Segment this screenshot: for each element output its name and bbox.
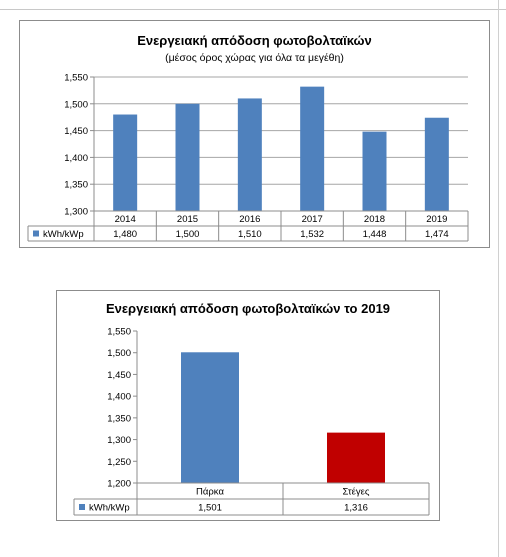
y-tick-label: 1,400 (107, 392, 131, 403)
chart-2019-yield: Ενεργειακή απόδοση φωτοβολταϊκών το 2019… (56, 290, 440, 521)
x-category-label: Στέγες (343, 487, 370, 498)
chart-plot: 1,200 1,250 1,300 1,350 1,400 1,450 1,500 1,550… (73, 327, 430, 516)
legend-swatch (33, 230, 39, 237)
y-tick-label: 1,200 (107, 479, 131, 490)
bar (424, 117, 449, 211)
bar (181, 352, 239, 483)
data-table-value: 1,510 (238, 229, 262, 240)
data-table-value: 1,316 (344, 503, 368, 514)
y-tick-label: 1,350 (64, 180, 88, 191)
data-table-value: 1,500 (176, 229, 200, 240)
bar (113, 114, 138, 211)
chart-title: Ενεργειακή απόδοση φωτοβολταϊκών το 2019 (105, 301, 391, 316)
bar (300, 86, 325, 211)
data-table-value: 1,480 (113, 229, 137, 240)
data-table-value: 1,501 (198, 503, 222, 514)
y-tick-label: 1,250 (107, 457, 131, 468)
page-divider (0, 9, 506, 10)
data-table-value: 1,532 (300, 229, 324, 240)
chart-title: Ενεργειακή απόδοση φωτοβολταϊκών (137, 33, 372, 48)
y-tick-label: 1,350 (107, 413, 131, 424)
chart-annual-yield: Ενεργειακή απόδοση φωτοβολταϊκών (μέσος … (19, 20, 490, 248)
page-edge-line (498, 0, 499, 557)
y-tick-label: 1,550 (64, 73, 88, 84)
legend-series-name: kWh/kWp (43, 229, 84, 240)
x-category-label: 2015 (177, 214, 198, 225)
y-tick-label: 1,450 (107, 370, 131, 381)
x-category-label: 2019 (426, 214, 447, 225)
data-table-value: 1,448 (363, 229, 387, 240)
y-tick-label: 1,300 (107, 435, 131, 446)
bar (175, 103, 200, 211)
chart-subtitle: (μέσος όρος χώρας για όλα τα μεγέθη) (165, 52, 344, 64)
x-category-label: 2018 (364, 214, 385, 225)
y-tick-label: 1,400 (64, 153, 88, 164)
bar (327, 432, 385, 483)
legend-series-name: kWh/kWp (89, 503, 130, 514)
y-tick-label: 1,500 (64, 99, 88, 110)
x-category-label: Πάρκα (196, 487, 224, 498)
x-category-label: 2014 (115, 214, 136, 225)
bar (237, 98, 262, 211)
y-tick-label: 1,500 (107, 348, 131, 359)
data-table-value: 1,474 (425, 229, 449, 240)
y-tick-label: 1,450 (64, 126, 88, 137)
bar (362, 131, 387, 211)
legend-swatch (79, 504, 85, 510)
y-tick-label: 1,300 (64, 207, 88, 218)
chart-plot: 1,300 1,350 1,400 1,450 1,500 1,550 2014 1,480 2… (27, 73, 469, 242)
x-category-label: 2017 (302, 214, 323, 225)
y-tick-label: 1,550 (107, 327, 131, 338)
x-category-label: 2016 (239, 214, 260, 225)
